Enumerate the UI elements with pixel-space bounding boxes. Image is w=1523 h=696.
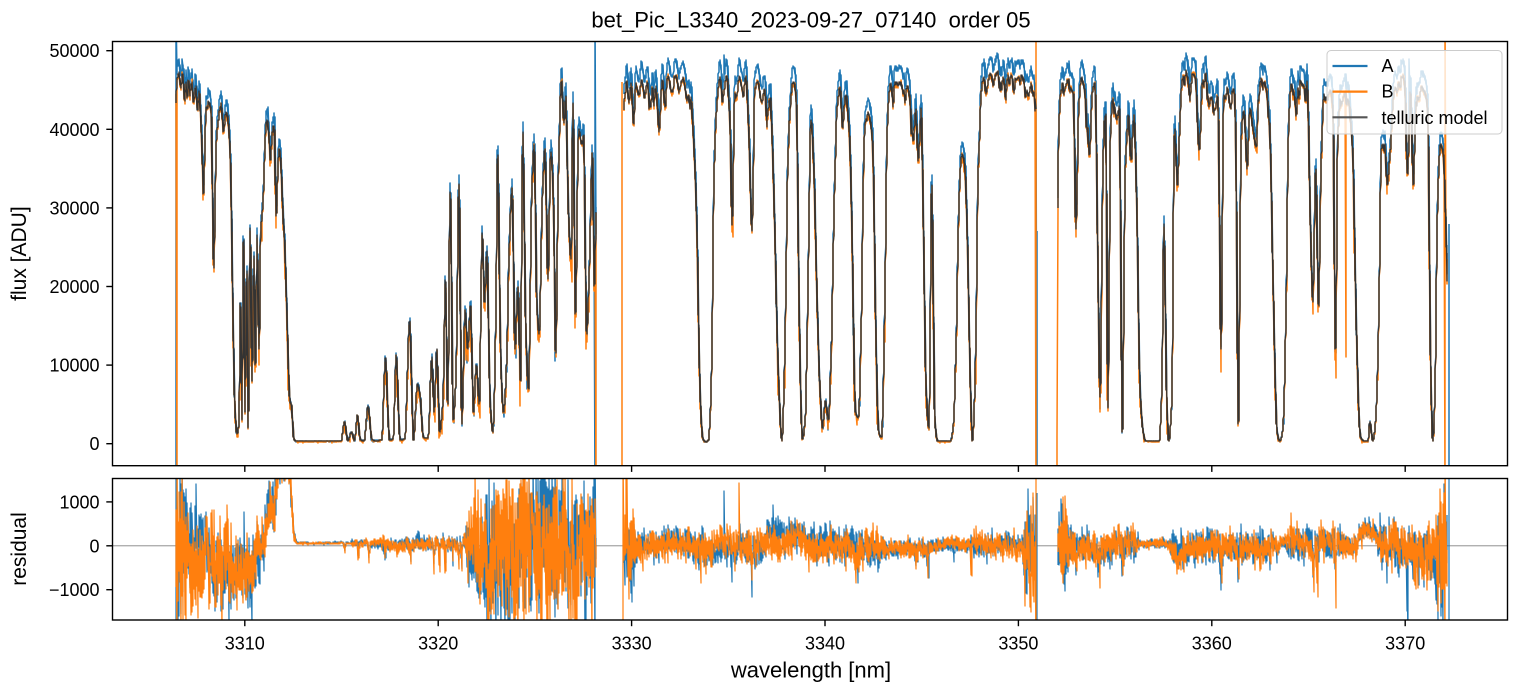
svg-text:3370: 3370 — [1385, 634, 1425, 654]
svg-text:1000: 1000 — [59, 492, 99, 512]
svg-text:50000: 50000 — [49, 41, 99, 61]
svg-text:3330: 3330 — [612, 634, 652, 654]
svg-text:residual: residual — [8, 512, 31, 586]
svg-text:30000: 30000 — [49, 198, 99, 218]
svg-text:−1000: −1000 — [49, 580, 100, 600]
svg-text:20000: 20000 — [49, 277, 99, 297]
svg-text:3310: 3310 — [225, 634, 265, 654]
svg-text:B: B — [1382, 82, 1394, 102]
svg-text:40000: 40000 — [49, 120, 99, 140]
svg-text:A: A — [1382, 56, 1394, 76]
svg-text:0: 0 — [89, 434, 99, 454]
svg-text:10000: 10000 — [49, 356, 99, 376]
svg-text:3340: 3340 — [805, 634, 845, 654]
svg-text:3320: 3320 — [418, 634, 458, 654]
svg-text:bet_Pic_L3340_2023-09-27_07140: bet_Pic_L3340_2023-09-27_07140 order 05 — [591, 8, 1030, 33]
svg-text:0: 0 — [89, 536, 99, 556]
svg-text:wavelength [nm]: wavelength [nm] — [730, 658, 891, 683]
svg-text:3360: 3360 — [1192, 634, 1232, 654]
svg-text:telluric model: telluric model — [1382, 108, 1488, 128]
svg-text:flux [ADU]: flux [ADU] — [8, 206, 31, 301]
svg-text:3350: 3350 — [998, 634, 1038, 654]
